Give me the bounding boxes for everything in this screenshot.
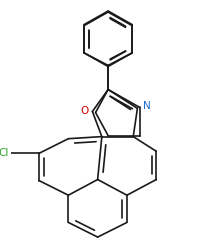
- Text: O: O: [80, 107, 88, 117]
- Text: Cl: Cl: [0, 148, 9, 158]
- Text: N: N: [142, 101, 150, 111]
